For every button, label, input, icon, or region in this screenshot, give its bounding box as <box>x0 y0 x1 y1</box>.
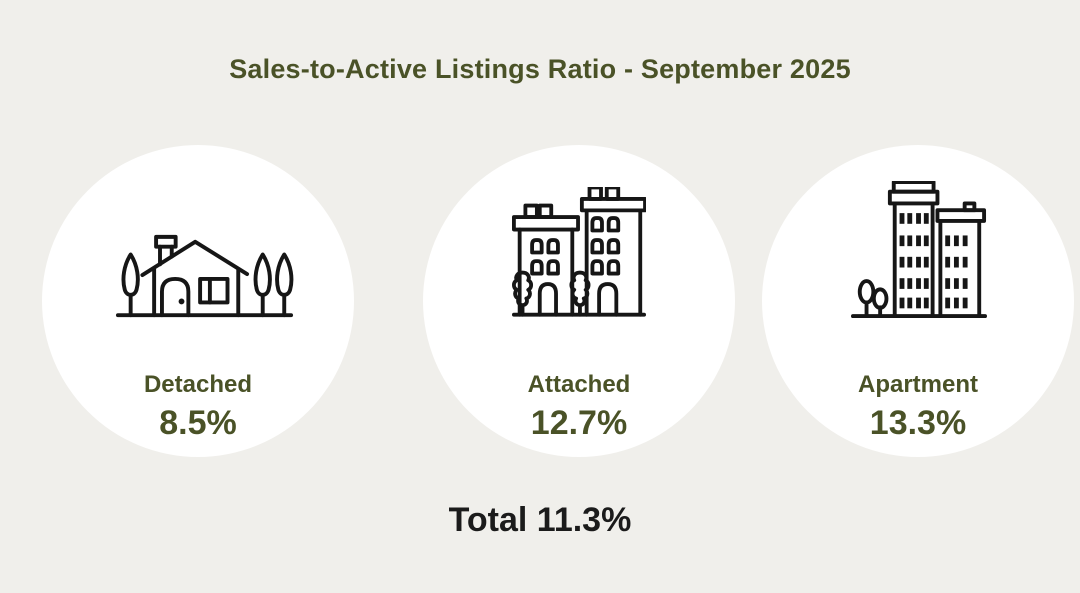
category-value: 8.5% <box>159 404 237 442</box>
category-card-attached: Attached 12.7% <box>423 145 735 457</box>
category-label: Apartment <box>857 371 978 398</box>
detached-house-icon <box>115 234 294 318</box>
attached-townhouses-icon <box>512 187 646 317</box>
chart-title: Sales-to-Active Listings Ratio - Septemb… <box>229 54 851 84</box>
category-card-detached: Detached 8.5% <box>42 145 354 457</box>
category-label: Attached <box>527 371 631 398</box>
total-value: Total 11.3% <box>448 501 632 539</box>
category-value: 13.3% <box>869 404 967 442</box>
category-card-apartment: Apartment 13.3% <box>762 145 1074 457</box>
category-value: 12.7% <box>530 404 628 442</box>
category-label: Detached <box>143 371 253 398</box>
right-tower-windows <box>945 235 968 309</box>
left-tower-windows <box>899 213 929 309</box>
apartment-towers-icon <box>851 181 987 319</box>
